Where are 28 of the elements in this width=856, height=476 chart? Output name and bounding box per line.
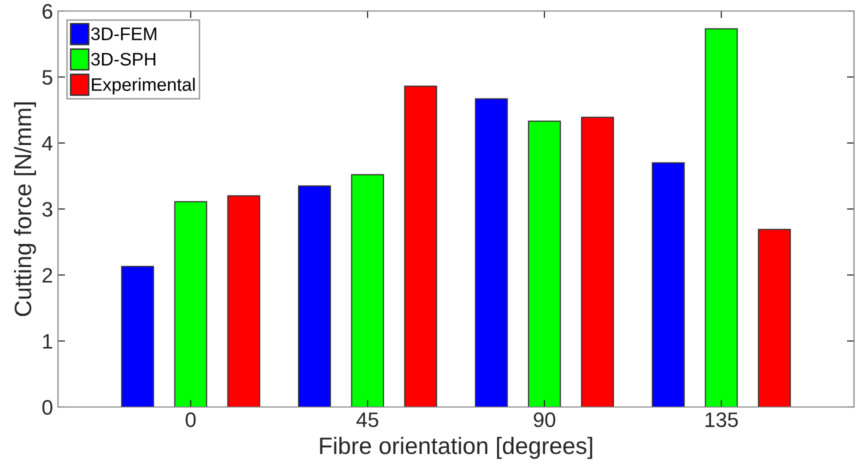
x-axis-title: Fibre orientation [degrees] bbox=[320, 436, 592, 459]
y-tick-label: 3 bbox=[42, 202, 52, 217]
bar bbox=[404, 86, 438, 407]
y-tick-label: 4 bbox=[42, 136, 53, 151]
y-axis-title: Cutting force [N/mm] bbox=[14, 102, 36, 316]
legend-label: 3D-FEM bbox=[91, 27, 156, 40]
bar bbox=[351, 174, 384, 407]
bar bbox=[121, 266, 154, 407]
y-tick-label: 5 bbox=[42, 70, 52, 85]
bar bbox=[474, 98, 508, 407]
y-tick-label: 2 bbox=[42, 268, 52, 283]
bar bbox=[298, 185, 331, 407]
bar bbox=[174, 201, 208, 407]
bar bbox=[227, 195, 260, 407]
bar bbox=[758, 228, 791, 407]
y-tick-label: 1 bbox=[43, 334, 52, 349]
legend-label: Experimental bbox=[92, 78, 195, 95]
x-tick-label: 135 bbox=[706, 412, 738, 428]
x-tick-label: 45 bbox=[356, 412, 378, 428]
y-tick-label: 6 bbox=[42, 4, 52, 19]
x-tick-label: 90 bbox=[534, 412, 556, 428]
bar bbox=[652, 162, 685, 407]
bar bbox=[528, 120, 561, 407]
bar bbox=[581, 116, 614, 407]
bar bbox=[704, 28, 738, 407]
legend-label: 3D-SPH bbox=[91, 52, 156, 66]
y-tick-label: 0 bbox=[42, 400, 52, 415]
x-tick-label: 0 bbox=[186, 412, 196, 428]
